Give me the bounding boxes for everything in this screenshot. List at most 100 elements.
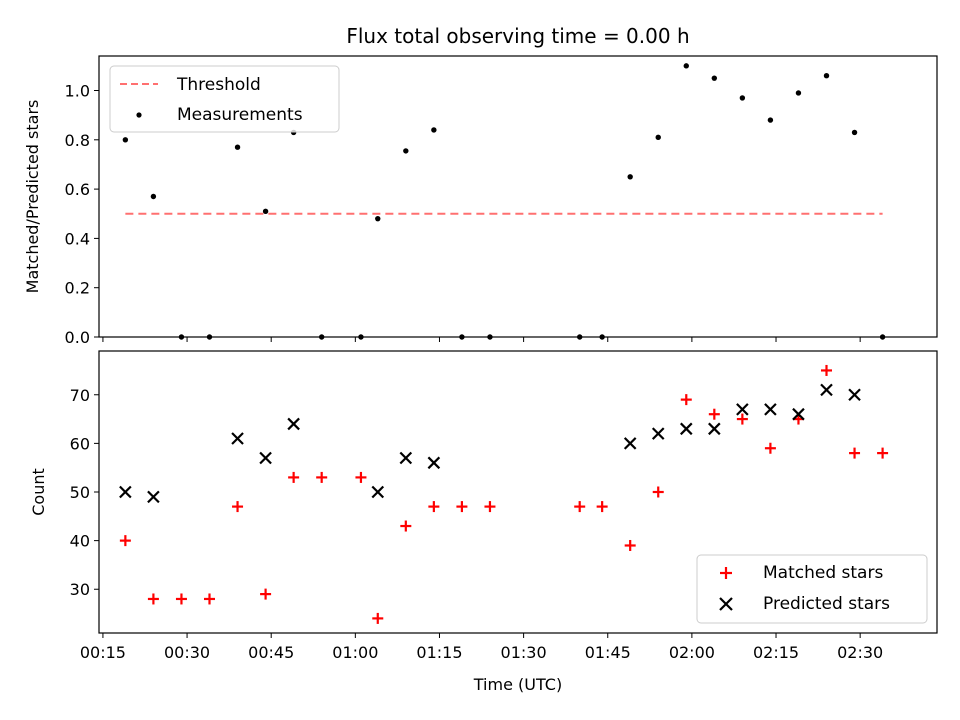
bottom-x-tick-label: 01:00 — [332, 643, 378, 662]
bottom-x-tick-label: 00:45 — [248, 643, 294, 662]
bottom-x-tick-label: 01:30 — [501, 643, 547, 662]
matched-star-point — [574, 501, 586, 513]
predicted-star-point — [147, 490, 160, 504]
bottom-y-axis: 30 40 50 60 70 — [70, 386, 99, 599]
measurement-point — [375, 215, 381, 222]
bottom-x-tick-label: 02:00 — [669, 643, 715, 662]
matched-star-point — [372, 612, 384, 624]
matched-star-point — [736, 413, 748, 425]
top-chart-title: Flux total observing time = 0.00 h — [346, 24, 689, 48]
legend-matched-swatch — [720, 567, 732, 579]
legend-threshold-label: Threshold — [176, 75, 261, 95]
measurement-point — [767, 117, 774, 123]
bottom-y-tick-label: 70 — [70, 386, 90, 405]
legend-predicted-swatch — [719, 597, 733, 611]
top-y-tick-label: 1.0 — [65, 82, 90, 101]
legend-matched-label: Matched stars — [763, 563, 883, 583]
legend-predicted-label: Predicted stars — [763, 594, 890, 614]
bottom-y-tick-label: 50 — [70, 483, 90, 502]
matched-star-point — [428, 501, 440, 513]
top-legend-frame — [109, 65, 340, 133]
measurement-point — [627, 174, 633, 180]
predicted-star-point — [399, 451, 413, 465]
bottom-x-tick-label: 02:15 — [753, 643, 799, 662]
measurement-point — [655, 134, 661, 141]
measurement-point — [431, 127, 437, 133]
measurement-point — [403, 148, 409, 154]
matched-star-point — [316, 471, 328, 483]
predicted-star-point — [259, 451, 272, 465]
bottom-x-tick-label: 01:15 — [416, 643, 462, 662]
matched-star-point — [288, 471, 300, 483]
matched-star-point — [652, 486, 664, 498]
matched-star-point — [175, 593, 187, 605]
bottom-y-tick-label: 40 — [70, 532, 90, 551]
matched-star-point — [260, 588, 272, 600]
top-legend: Threshold Measurements — [109, 65, 340, 133]
top-y-tick-label: 0.8 — [65, 131, 90, 150]
top-y-tick-label: 0.6 — [65, 180, 90, 199]
predicted-star-point — [736, 403, 749, 416]
bottom-plot-area — [119, 364, 889, 624]
predicted-star-point — [427, 456, 441, 470]
legend-measurements-swatch — [136, 112, 142, 118]
predicted-star-point — [708, 422, 721, 436]
bottom-y-tick-label: 30 — [70, 580, 90, 599]
measurement-point — [262, 208, 269, 214]
bottom-legend-frame — [696, 554, 928, 624]
matched-star-point — [764, 442, 776, 454]
top-y-tick-label: 0.0 — [65, 328, 90, 347]
measurement-point — [795, 90, 802, 96]
measurement-point — [823, 73, 830, 79]
matched-star-point — [119, 535, 131, 547]
measurement-point — [683, 63, 689, 69]
matched-star-point — [456, 501, 468, 513]
matched-star-point — [849, 447, 861, 459]
bottom-x-tick-label: 00:30 — [164, 643, 210, 662]
legend-measurements-label: Measurements — [177, 105, 303, 125]
predicted-star-point — [119, 485, 132, 499]
bottom-y-tick-label: 60 — [70, 434, 90, 453]
predicted-star-point — [623, 437, 637, 450]
bottom-y-axis-label: Count — [29, 468, 48, 516]
bottom-panel: 30 40 50 60 70 00:15 00:30 00:45 01:00 01:15 01:3… — [29, 350, 938, 694]
bottom-x-axis: 00:15 00:30 00:45 01:00 01:15 01:30 01:45 02:00… — [80, 633, 883, 662]
predicted-star-point — [231, 432, 244, 445]
matched-star-point — [596, 501, 608, 513]
predicted-star-point — [764, 403, 777, 416]
predicted-star-point — [792, 407, 805, 421]
top-y-axis-label: Matched/Predicted stars — [23, 100, 42, 294]
top-y-tick-label: 0.2 — [65, 279, 90, 298]
bottom-x-tick-label: 02:30 — [837, 643, 883, 662]
top-y-tick-label: 0.4 — [65, 229, 90, 248]
matched-star-point — [680, 394, 692, 406]
top-y-axis: 0.0 0.2 0.4 0.6 0.8 1.0 — [65, 82, 99, 347]
predicted-star-point — [287, 417, 300, 431]
bottom-x-axis-label: Time (UTC) — [473, 675, 562, 694]
matched-star-point — [484, 501, 496, 513]
predicted-star-point — [371, 485, 385, 499]
bottom-x-tick-label: 01:45 — [585, 643, 631, 662]
top-plot-frame — [98, 55, 938, 338]
measurement-point — [711, 75, 718, 81]
matched-star-point — [821, 364, 833, 376]
matched-star-point — [147, 593, 159, 605]
matched-star-point — [877, 447, 889, 459]
measurement-point — [851, 129, 858, 136]
predicted-star-point — [820, 383, 833, 397]
top-plot-area — [122, 63, 886, 340]
predicted-star-point — [679, 422, 693, 436]
measurement-point — [122, 137, 129, 143]
measurement-point — [150, 193, 157, 200]
bottom-plot-frame — [98, 350, 938, 634]
top-x-axis-ticks — [102, 337, 861, 342]
matched-star-point — [400, 520, 412, 532]
bottom-x-tick-label: 00:15 — [80, 643, 126, 662]
matched-star-point — [203, 593, 215, 605]
predicted-star-point — [848, 388, 861, 402]
measurement-point — [739, 95, 746, 101]
top-panel: 0.0 0.2 0.4 0.6 0.8 1.0 Matched/Predicted sta… — [23, 55, 938, 347]
bottom-legend: Matched stars Predicted stars — [696, 554, 928, 624]
matched-star-point — [232, 501, 244, 513]
